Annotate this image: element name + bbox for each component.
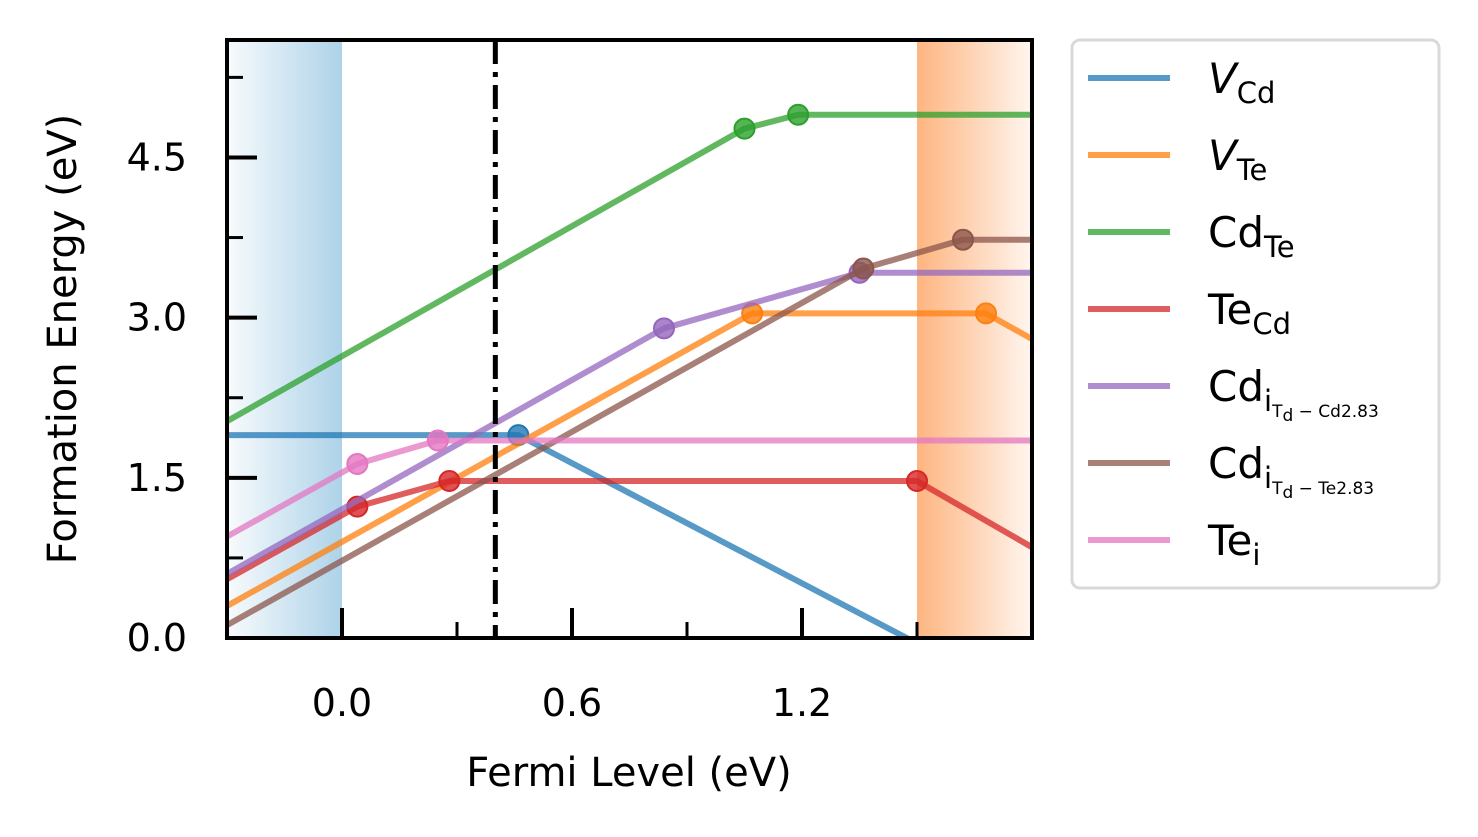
legend-item: CdTe xyxy=(1088,208,1295,264)
series-layer xyxy=(227,103,1032,638)
y-tick-label: 4.5 xyxy=(127,135,187,179)
series-line xyxy=(227,269,1032,577)
y-axis-label: Formation Energy (eV) xyxy=(40,114,86,565)
legend-item: CdiTd − Cd2.83 xyxy=(1088,362,1379,426)
legend-item: CdiTd − Te2.83 xyxy=(1088,439,1374,503)
x-axis-label: Fermi Level (eV) xyxy=(466,750,791,796)
x-tick-label: 1.2 xyxy=(772,681,832,725)
transition-marker xyxy=(426,429,449,452)
transition-marker xyxy=(906,470,928,493)
transition-marker xyxy=(733,117,756,140)
series-line xyxy=(227,437,1032,540)
legend-label: TeCd xyxy=(1207,285,1291,341)
band-regions xyxy=(227,40,1032,638)
x-tick-label: 0.6 xyxy=(542,681,602,725)
series-5 xyxy=(227,261,1032,577)
plot-frame xyxy=(225,38,1034,640)
legend-item: TeCd xyxy=(1088,285,1291,341)
y-tick-label: 1.5 xyxy=(127,456,187,500)
conduction-band-region xyxy=(917,40,1032,638)
legend-label: VCd xyxy=(1208,54,1275,110)
axis-ticks: 0.0 0.6 1.2 0.0 1.5 3.0 4.5 xyxy=(127,75,919,725)
series-6 xyxy=(227,228,1032,628)
series-line xyxy=(227,111,1032,424)
legend-item: VTe xyxy=(1088,131,1267,187)
legend-label: CdTe xyxy=(1208,208,1295,264)
series-7 xyxy=(227,429,1032,540)
legend-label: CdiTd − Te2.83 xyxy=(1208,439,1374,503)
transition-marker xyxy=(787,103,810,126)
series-2 xyxy=(227,302,1032,609)
transition-marker xyxy=(975,302,997,325)
transition-marker xyxy=(653,317,675,340)
transition-marker xyxy=(952,228,974,251)
transition-marker xyxy=(852,257,875,280)
transition-marker xyxy=(346,452,369,475)
transition-marker xyxy=(438,470,461,493)
legend-label: VTe xyxy=(1208,131,1267,187)
legend-item: VCd xyxy=(1088,54,1275,110)
y-tick-label: 0.0 xyxy=(127,616,187,660)
legend: VCd VTe CdTe TeCd CdiTd − Cd2.83 CdiTd − Te2.… xyxy=(1070,38,1441,590)
x-tick-label: 0.0 xyxy=(312,681,372,725)
series-line xyxy=(227,236,1032,628)
legend-frame xyxy=(1070,38,1441,590)
legend-item: Tei xyxy=(1088,516,1260,572)
y-tick-label: 3.0 xyxy=(127,296,187,340)
series-3 xyxy=(227,103,1032,424)
series-4 xyxy=(227,470,1032,582)
series-line xyxy=(227,310,1032,609)
legend-label: CdiTd − Cd2.83 xyxy=(1208,362,1379,426)
legend-label: Tei xyxy=(1207,516,1260,572)
